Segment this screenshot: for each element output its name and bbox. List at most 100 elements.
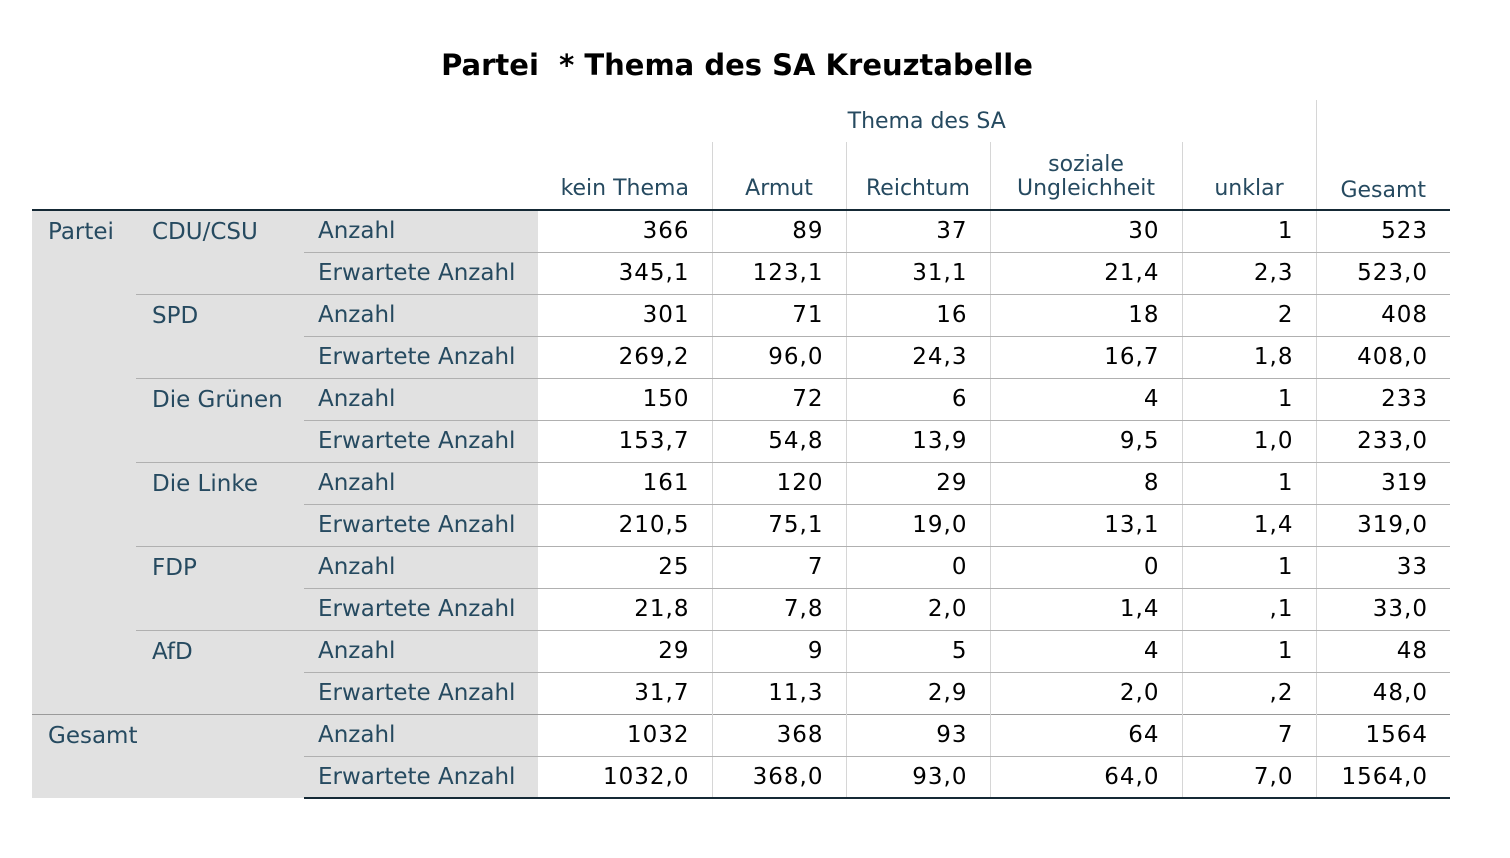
table-cell: 1032,0 (538, 756, 712, 799)
table-cell: 21,8 (538, 588, 712, 631)
table-cell: 153,7 (538, 420, 712, 463)
table-cell: 301 (538, 294, 712, 337)
column-header: Reichtum (845, 142, 990, 211)
table-cell: 2,3 (1181, 252, 1316, 295)
table-cell: 93 (845, 713, 990, 757)
table-cell: 1564 (1315, 713, 1450, 757)
table-cell: 54,8 (711, 420, 846, 463)
table-cell: 368 (711, 713, 846, 757)
table-row: Die Linke Anzahl 161 120 29 8 1 319 (32, 462, 1450, 547)
table-cell: 2 (1181, 294, 1316, 337)
table-cell: 7,0 (1181, 756, 1316, 799)
table-cell: 11,3 (711, 672, 846, 714)
party-label: Die Grünen (136, 378, 304, 463)
table-cell: 48,0 (1315, 672, 1450, 714)
table-cell: 30 (989, 210, 1182, 253)
total-row-label: Gesamt (32, 713, 304, 798)
table-cell: 31,1 (845, 252, 990, 295)
table-cell: 16 (845, 294, 990, 337)
table-cell: 2,0 (989, 672, 1182, 714)
column-group-header: Thema des SA (847, 108, 1006, 134)
stat-label: Anzahl (304, 294, 538, 337)
table-cell: 123,1 (711, 252, 846, 295)
table-cell: 5 (845, 630, 990, 673)
table-row: Gesamt Anzahl 1032 368 93 64 7 1564 (32, 713, 1450, 798)
table-row: Erwartete Anzahl 153,7 54,8 13,9 9,5 1,0 233,0 (32, 420, 1450, 463)
table-row: Erwartete Anzahl 21,8 7,8 2,0 1,4,1 33,0 (32, 588, 1450, 631)
table-cell: 1032 (538, 713, 712, 757)
table-cell: 366 (538, 210, 712, 253)
table-cell: 269,2 (538, 336, 712, 379)
table-cell: 1 (1181, 210, 1316, 253)
table-cell: 1 (1181, 546, 1316, 589)
stat-label: Erwartete Anzahl (304, 672, 538, 714)
table-cell: 75,1 (711, 504, 846, 547)
stat-label: Anzahl (304, 462, 538, 505)
table-cell: 33,0 (1315, 588, 1450, 631)
table-cell: 233 (1315, 378, 1450, 421)
table-cell: 29 (845, 462, 990, 505)
table-cell: 9 (711, 630, 846, 673)
table-cell: 233,0 (1315, 420, 1450, 463)
column-header-line: soziale (1048, 152, 1124, 177)
table-row: SPD Anzahl 301 71 16 18 2 408 (32, 294, 1450, 379)
table-cell: 24,3 (845, 336, 990, 379)
table-cell: 72 (711, 378, 846, 421)
table-cell: 19,0 (845, 504, 990, 547)
table-cell: 21,4 (989, 252, 1182, 295)
table-cell: 7 (711, 546, 846, 589)
table-cell: 6 (845, 378, 990, 421)
row-variable-label: Partei (32, 210, 136, 714)
stat-label: Erwartete Anzahl (304, 756, 538, 799)
table-cell: 71 (711, 294, 846, 337)
stat-label: Erwartete Anzahl (304, 588, 538, 631)
column-header-line: Ungleichheit (1016, 176, 1156, 201)
table-cell: 120 (711, 462, 846, 505)
table-cell: 161 (538, 462, 712, 505)
table-cell: 18 (989, 294, 1182, 337)
party-label: FDP (136, 546, 304, 631)
table-row: Erwartete Anzahl 210,5 75,1 19,0 13,1 1,4 319,… (32, 504, 1450, 547)
table-row: Erwartete Anzahl 31,7 11,3 2,9 2,0,2 48,0 (32, 672, 1450, 714)
table-cell: 1,8 (1181, 336, 1316, 379)
stat-label: Erwartete Anzahl (304, 420, 538, 463)
stat-label: Anzahl (304, 546, 538, 589)
table-cell: 64 (989, 713, 1182, 757)
table-cell: 1564,0 (1315, 756, 1450, 799)
table-cell: 31,7 (634, 680, 690, 706)
table-row: Partei CDU/CSU Anzahl 366 89 37 30 1 523 (32, 210, 1450, 714)
table-cell: 7,8 (711, 588, 846, 631)
table-cell: 16,7 (989, 336, 1182, 379)
table-row: Erwartete Anzahl 269,2 96,0 24,3 16,7 1,8 408,… (32, 336, 1450, 379)
table-cell: 1 (1181, 630, 1316, 673)
table-row: Die Grünen Anzahl 150 72 6 4 1 233 (32, 378, 1450, 463)
table-cell: 64,0 (989, 756, 1182, 799)
table-cell: 1,4 (1181, 504, 1316, 547)
table-cell: 368,0 (711, 756, 846, 799)
header-corner (32, 100, 538, 142)
table-cell: 1,0 (1181, 420, 1316, 463)
table-cell: 523 (1315, 210, 1450, 253)
table-cell: 150 (538, 378, 712, 421)
table-cell: 96,0 (711, 336, 846, 379)
table-cell: 13,1 (989, 504, 1182, 547)
table-cell: 1 (1181, 378, 1316, 421)
stat-label: Erwartete Anzahl (304, 252, 538, 295)
table-cell: 319 (1315, 462, 1450, 505)
party-label: AfD (136, 630, 304, 714)
table-body: Partei CDU/CSU Anzahl 366 89 37 30 1 523 Erwartet… (32, 210, 1450, 799)
stat-label: Anzahl (304, 630, 538, 673)
table-cell: 33 (1315, 546, 1450, 589)
stat-label: Erwartete Anzahl (304, 504, 538, 547)
stat-label: Anzahl (304, 378, 538, 421)
table-cell: 4 (989, 630, 1182, 673)
table-cell: 7 (1181, 713, 1316, 757)
column-header: Armut (711, 142, 846, 211)
column-header-total: Gesamt (1315, 100, 1450, 211)
table-cell: 1,4 (989, 588, 1182, 631)
column-header: kein Thema (538, 142, 712, 211)
table-cell: ,2 (1181, 672, 1316, 714)
table-cell: 0 (845, 546, 990, 589)
table-cell: 93,0 (845, 756, 990, 799)
table-cell: 523,0 (1315, 252, 1450, 295)
